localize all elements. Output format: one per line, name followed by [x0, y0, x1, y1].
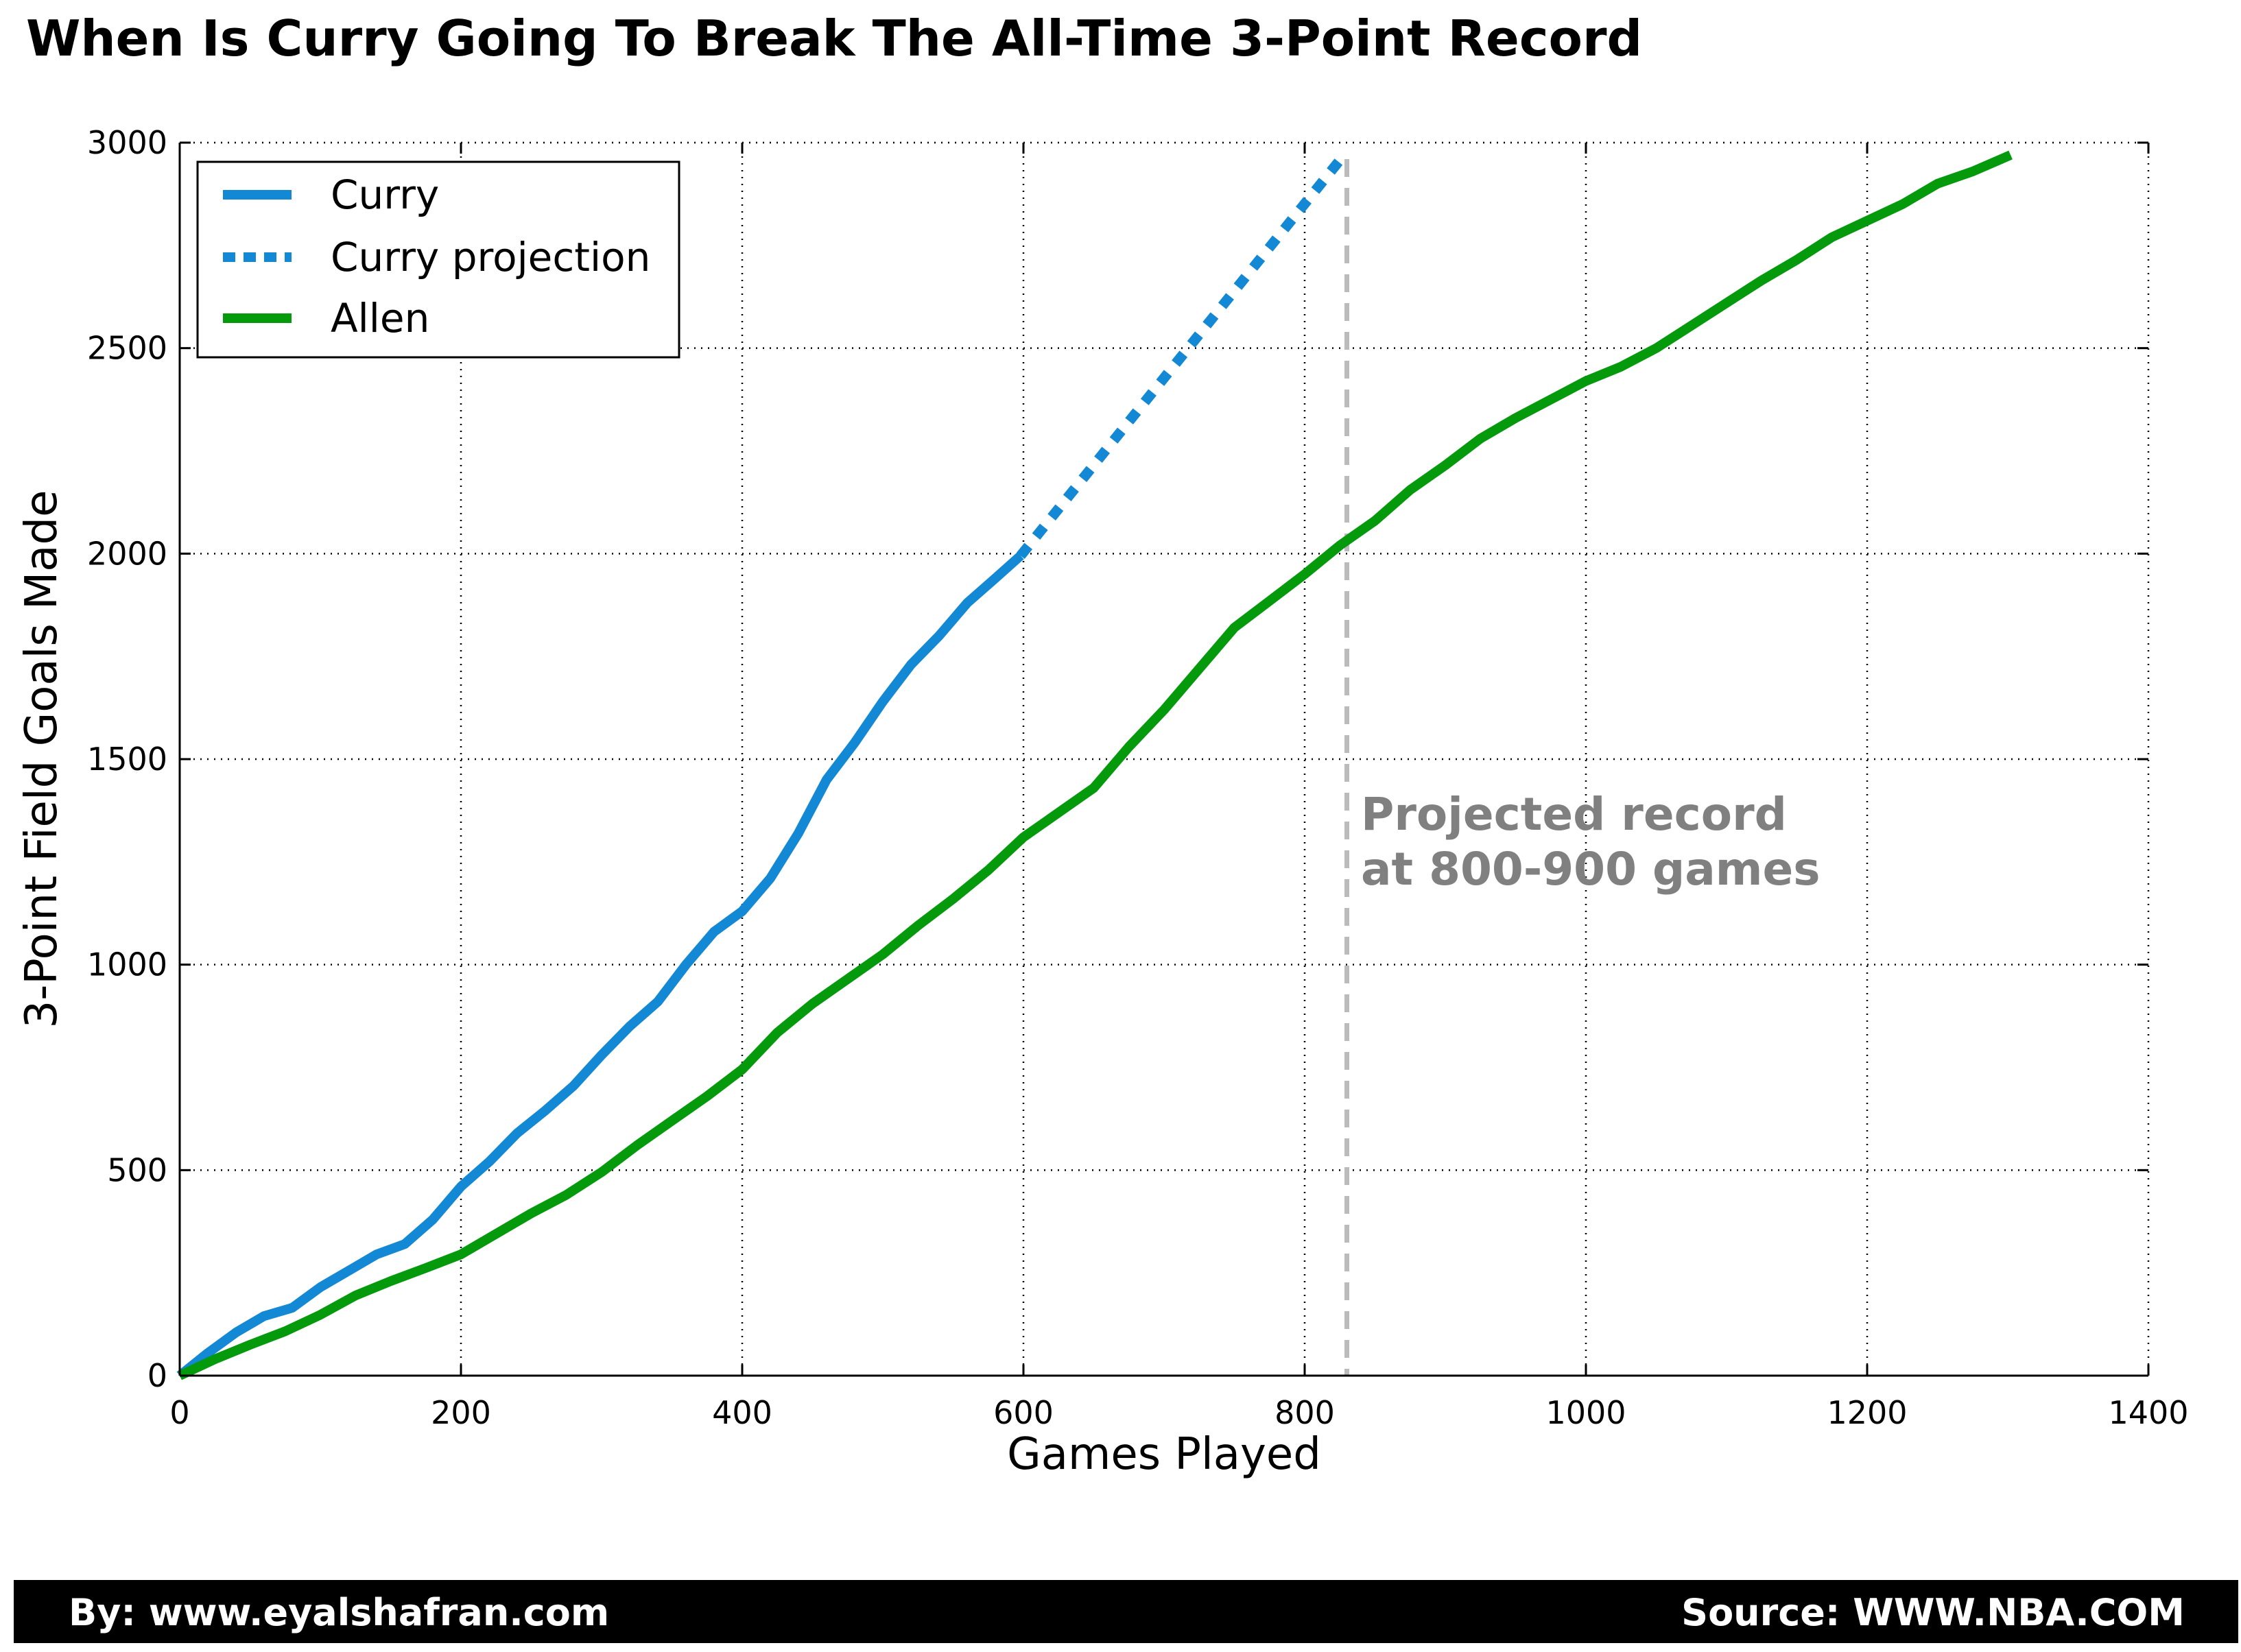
series-line-allen	[178, 150, 2013, 1380]
chart-plot: 0 200 400 600 800 1000 1200 1400 0 500 1000 1500 200…	[16, 124, 2189, 1480]
x-tick-label-1400: 1400	[2108, 1394, 2188, 1431]
x-axis-label: Games Played	[1007, 1429, 1321, 1480]
y-axis-label: 3-Point Field Goals Made	[16, 490, 67, 1029]
series-line-curry	[176, 552, 1024, 1380]
footer-byline: By: www.eyalshafran.com	[69, 1591, 610, 1634]
x-tick-label-400: 400	[712, 1394, 772, 1431]
y-tick-label-1000: 1000	[87, 946, 167, 983]
legend-label-curry-projection: Curry projection	[331, 234, 650, 280]
grid-lines	[180, 141, 2150, 1376]
series-lines	[176, 150, 2013, 1380]
y-tick-label-2000: 2000	[87, 535, 167, 572]
y-tick-label-1500: 1500	[87, 741, 167, 778]
annotation-line-2: at 800-900 games	[1361, 843, 1821, 896]
legend-label-curry: Curry	[331, 171, 439, 218]
axis-ticks: 0 200 400 600 800 1000 1200 1400 0 500 1000 1500 200…	[87, 124, 2189, 1431]
y-tick-label-500: 500	[107, 1151, 167, 1188]
legend: Curry Curry projection Allen	[196, 160, 680, 359]
legend-label-allen: Allen	[331, 295, 429, 342]
footer-bar: By: www.eyalshafran.com Source: WWW.NBA.…	[14, 1580, 2238, 1643]
x-tick-label-800: 800	[1274, 1394, 1335, 1431]
series-line-curry-projection	[1017, 152, 1349, 560]
x-tick-label-0: 0	[169, 1394, 189, 1431]
annotation-line-1: Projected record	[1361, 788, 1787, 841]
chart-title: When Is Curry Going To Break The All-Tim…	[26, 10, 1643, 67]
x-tick-label-600: 600	[993, 1394, 1054, 1431]
footer-source: Source: WWW.NBA.COM	[1681, 1591, 2185, 1634]
y-tick-label-2500: 2500	[87, 330, 167, 367]
x-tick-label-1000: 1000	[1545, 1394, 1626, 1431]
x-tick-label-200: 200	[431, 1394, 491, 1431]
x-tick-label-1200: 1200	[1827, 1394, 1907, 1431]
y-tick-label-0: 0	[147, 1357, 167, 1394]
y-tick-label-3000: 3000	[87, 124, 167, 161]
